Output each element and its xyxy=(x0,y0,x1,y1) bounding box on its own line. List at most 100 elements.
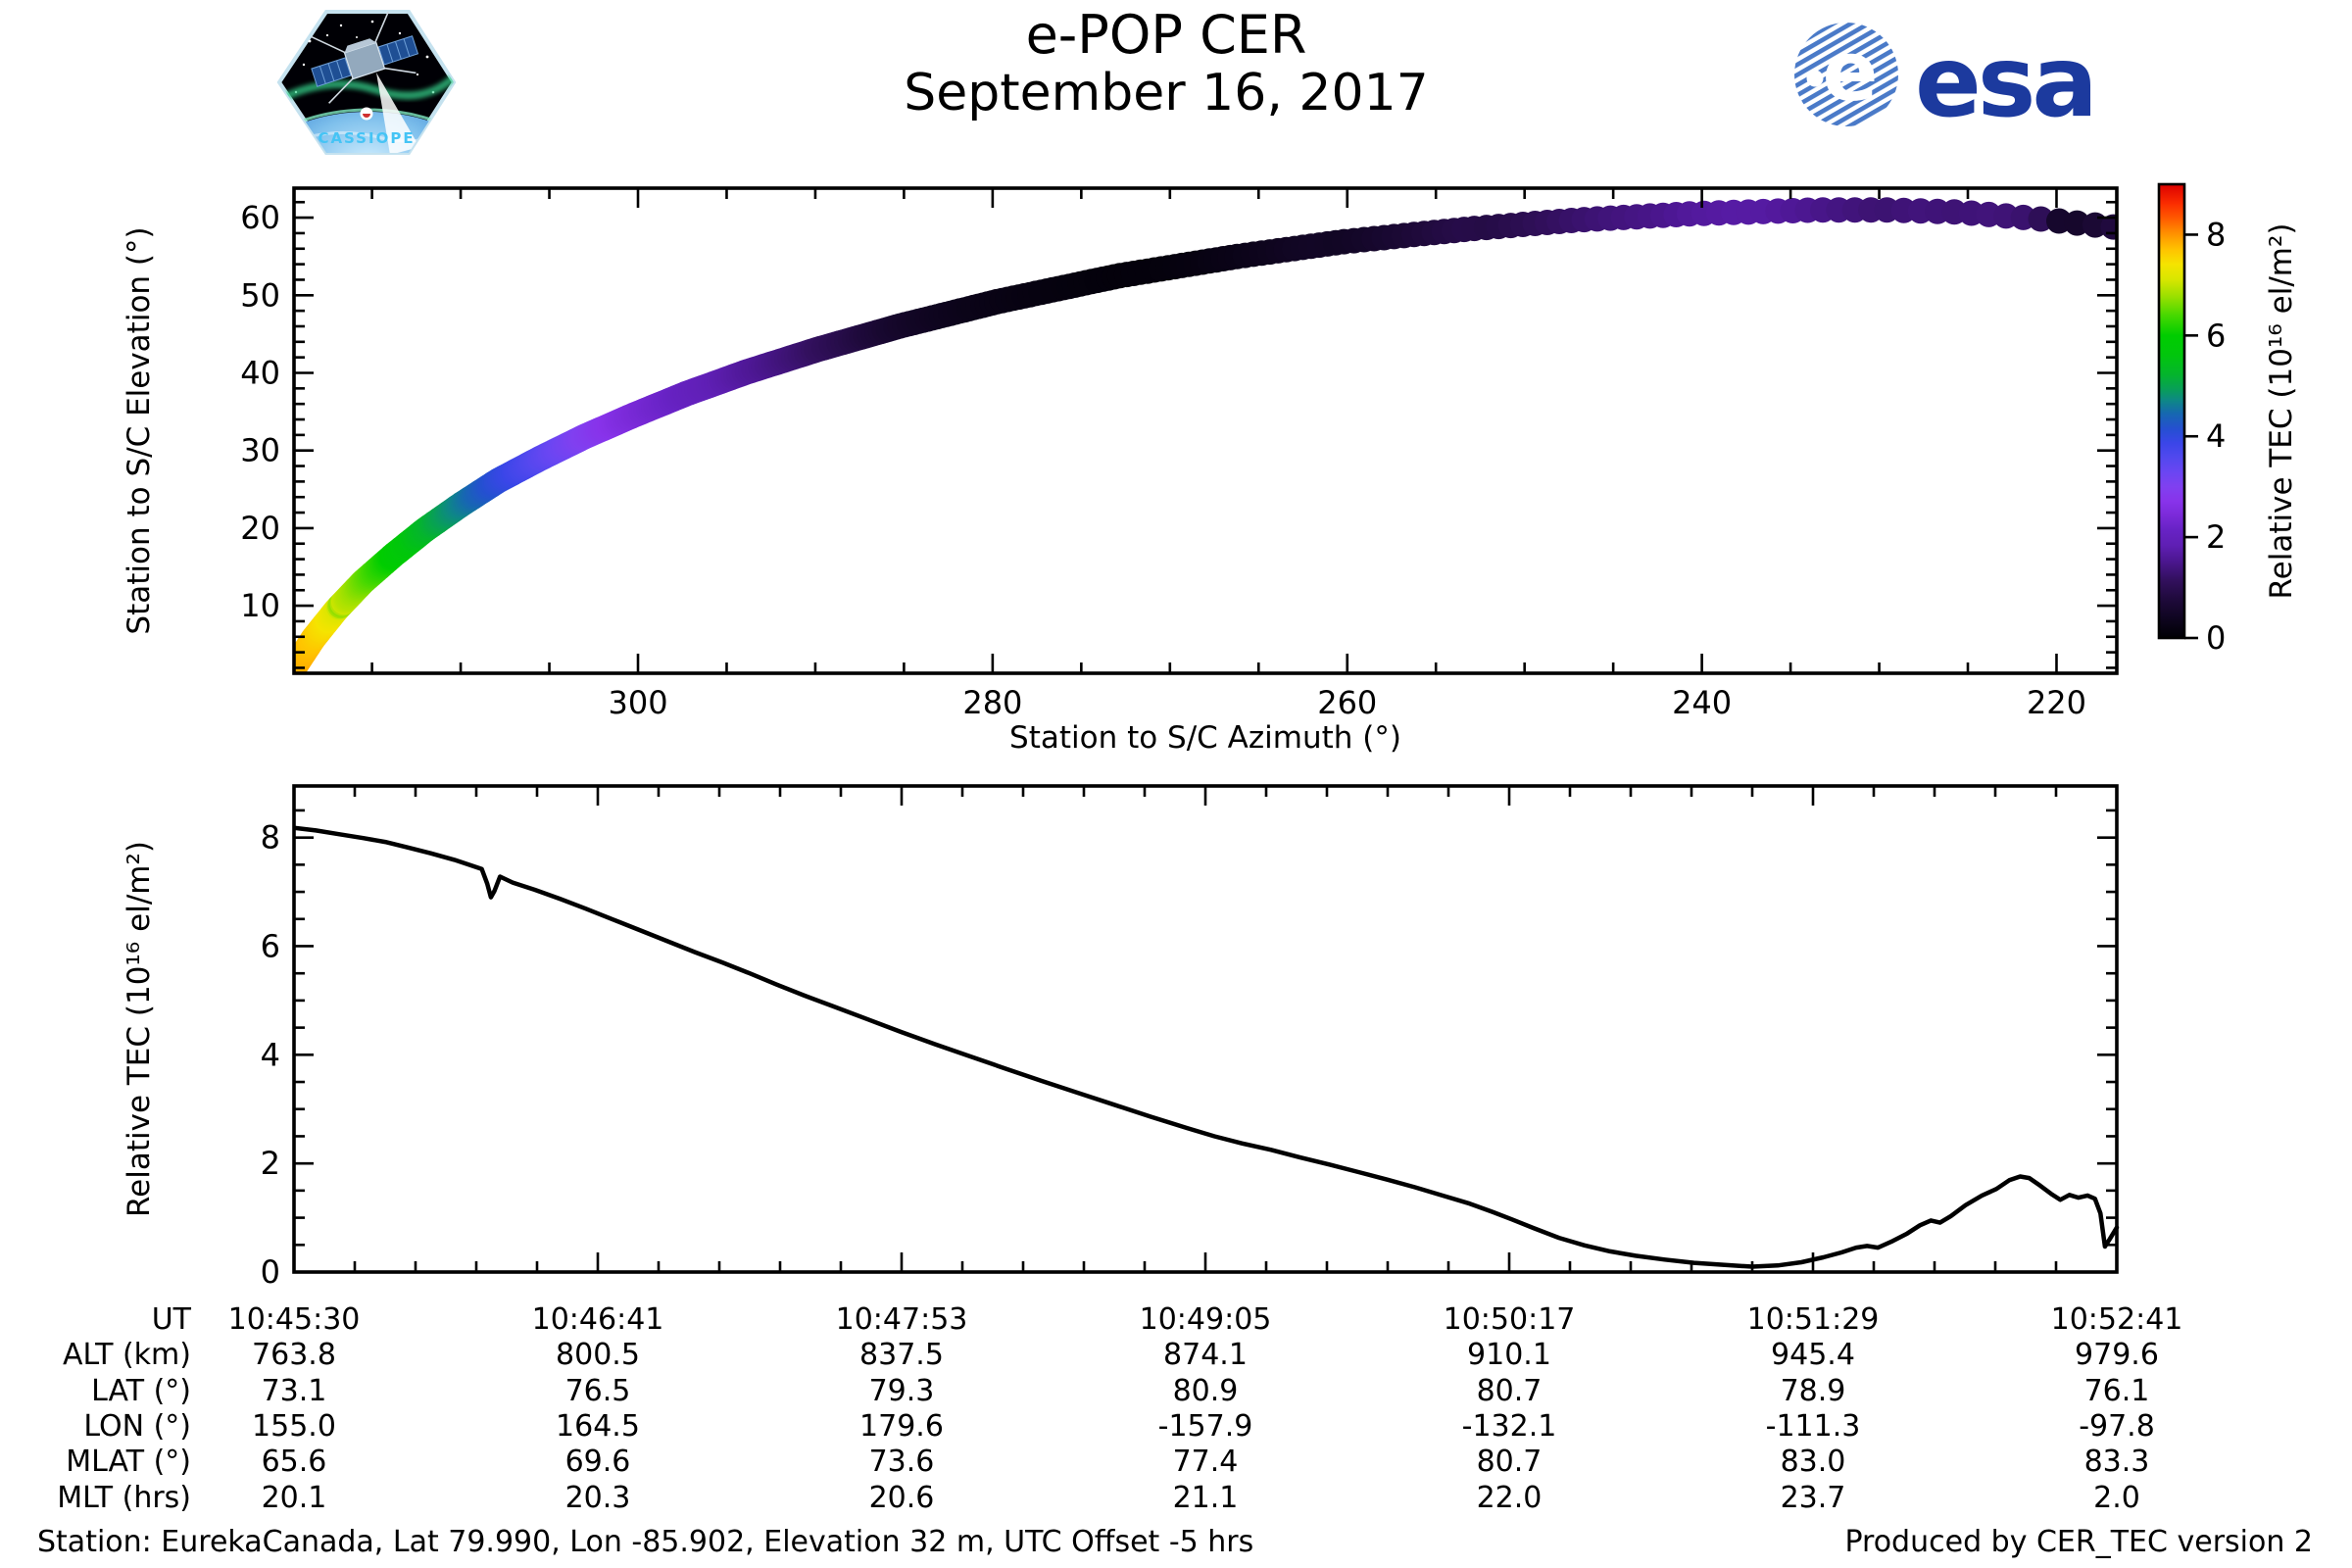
table-cell: 20.6 xyxy=(868,1481,935,1515)
table-cell: 73.6 xyxy=(868,1445,935,1479)
x-tick-label: 300 xyxy=(608,684,667,721)
table-cell: 78.9 xyxy=(1780,1374,1846,1408)
colorbar-gradient xyxy=(2159,184,2184,638)
colorbar-label: Relative TEC (10¹⁶ el/m²) xyxy=(2264,223,2299,600)
table-cell: -132.1 xyxy=(1461,1409,1557,1444)
cassiope-patch-icon: CASSIOPE xyxy=(276,10,457,155)
table-cell: 874.1 xyxy=(1163,1338,1248,1372)
colorbar-frame xyxy=(2157,182,2186,640)
table-cell: 22.0 xyxy=(1476,1481,1543,1515)
colorbar-tick-label: 8 xyxy=(2206,216,2226,253)
y-tick-label: 0 xyxy=(261,1253,280,1291)
y-tick-label: 4 xyxy=(261,1036,280,1073)
y-tick-label: 30 xyxy=(240,432,280,469)
table-cell: -111.3 xyxy=(1765,1409,1861,1444)
table-cell: 83.0 xyxy=(1780,1445,1846,1479)
table-cell: 164.5 xyxy=(556,1409,640,1444)
table-cell: 155.0 xyxy=(252,1409,336,1444)
esa-logo-icon: e esa xyxy=(1794,23,2098,139)
table-cell: 10:46:41 xyxy=(531,1302,664,1337)
produced-by: Produced by CER_TEC version 2 xyxy=(1844,1525,2313,1559)
plot-frame xyxy=(292,784,2119,1274)
table-cell: -97.8 xyxy=(2079,1409,2155,1444)
y-tick-label: 2 xyxy=(261,1145,280,1182)
tec-colorbar: 0 2 4 6 8 Relative TEC (10¹⁶ el/m²) xyxy=(2157,182,2299,657)
table-cell: 23.7 xyxy=(1780,1481,1846,1515)
esa-logo: e esa xyxy=(1789,16,2260,139)
table-cell: 80.7 xyxy=(1476,1445,1543,1479)
table-cell: 800.5 xyxy=(556,1338,640,1372)
x-tick-label: 280 xyxy=(962,684,1022,721)
esa-globe-icon xyxy=(1794,23,1898,126)
colorbar-tick-label: 2 xyxy=(2206,518,2226,556)
y-axis-label: Relative TEC (10¹⁶ el/m²) xyxy=(122,841,157,1217)
table-cell: 69.6 xyxy=(564,1445,631,1479)
table-row-label: UT xyxy=(151,1302,191,1337)
table-cell: 73.1 xyxy=(261,1374,327,1408)
table-cell: 20.3 xyxy=(564,1481,631,1515)
plot-frame xyxy=(292,186,2119,675)
table-cell: 10:51:29 xyxy=(1746,1302,1880,1337)
table-cell: 77.4 xyxy=(1172,1445,1239,1479)
tec-time-series-plot: 0 2 4 6 8 Relative TEC (10¹⁶ el/m²) xyxy=(122,784,2120,1291)
title-block: e-POP CER September 16, 2017 xyxy=(578,6,1754,122)
y-tick-label: 10 xyxy=(240,587,280,624)
y-tick-label: 6 xyxy=(261,927,280,964)
x-tick-label: 240 xyxy=(1672,684,1732,721)
table-cell: 10:50:17 xyxy=(1443,1302,1576,1337)
x-axis-label: Station to S/C Azimuth (°) xyxy=(1009,720,1401,756)
y-tick-label: 50 xyxy=(240,276,280,314)
table-cell: 179.6 xyxy=(859,1409,944,1444)
cassiope-mission-patch: CASSIOPE xyxy=(270,2,459,167)
beam xyxy=(376,73,419,153)
esa-wordmark: esa xyxy=(1915,24,2094,133)
colorbar-tick-label: 0 xyxy=(2206,619,2226,657)
page-title: e-POP CER xyxy=(1025,4,1307,66)
table-cell: 80.9 xyxy=(1172,1374,1239,1408)
table-cell: 65.6 xyxy=(261,1445,327,1479)
y-tick-label: 20 xyxy=(240,510,280,547)
table-cell: 21.1 xyxy=(1172,1481,1239,1515)
elevation-azimuth-plot: 300 280 260 240 220 10 20 30 40 50 60 Station to S/… xyxy=(122,186,2119,756)
x-tick-label: 220 xyxy=(2027,684,2086,721)
table-cell: -157.9 xyxy=(1157,1409,1253,1444)
table-cell: 10:52:41 xyxy=(2050,1302,2183,1337)
table-row-label: MLAT (°) xyxy=(66,1445,191,1479)
table-cell: 76.5 xyxy=(564,1374,631,1408)
y-axis-label: Station to S/C Elevation (°) xyxy=(122,226,157,634)
table-cell: 10:47:53 xyxy=(835,1302,968,1337)
colorbar-tick-label: 6 xyxy=(2206,317,2226,354)
page-date: September 16, 2017 xyxy=(904,64,1429,122)
table-cell: 10:49:05 xyxy=(1139,1302,1272,1337)
y-tick-label: 40 xyxy=(240,354,280,391)
esa-globe-e: e xyxy=(1823,24,1879,120)
table-cell: 83.3 xyxy=(2083,1445,2150,1479)
table-cell: 763.8 xyxy=(252,1338,336,1372)
aurora-band xyxy=(279,74,454,104)
esa-globe-dot xyxy=(1806,70,1824,87)
colorbar-tick-label: 4 xyxy=(2206,417,2226,455)
y-tick-label: 8 xyxy=(261,819,280,857)
table-row-label: MLT (hrs) xyxy=(57,1481,191,1515)
cassiope-label: CASSIOPE xyxy=(318,129,415,147)
satellite-track-scatter xyxy=(294,197,2117,673)
table-cell: 945.4 xyxy=(1771,1338,1855,1372)
satellite-icon xyxy=(311,12,419,104)
table-cell: 76.1 xyxy=(2083,1374,2150,1408)
table-cell: 80.7 xyxy=(1476,1374,1543,1408)
csa-roundel-mark xyxy=(363,114,370,118)
table-row-label: LAT (°) xyxy=(91,1374,191,1408)
table-cell: 20.1 xyxy=(261,1481,327,1515)
table-cell: 837.5 xyxy=(859,1338,944,1372)
table-row-label: LON (°) xyxy=(83,1409,191,1444)
y-tick-label: 60 xyxy=(240,199,280,236)
table-cell: 2.0 xyxy=(2093,1481,2140,1515)
table-cell: 10:45:30 xyxy=(227,1302,361,1337)
table-cell: 79.3 xyxy=(868,1374,935,1408)
x-tick-label: 260 xyxy=(1317,684,1377,721)
tec-line xyxy=(294,825,2120,1269)
station-info: Station: EurekaCanada, Lat 79.990, Lon -… xyxy=(37,1525,1254,1559)
table-cell: 910.1 xyxy=(1467,1338,1551,1372)
